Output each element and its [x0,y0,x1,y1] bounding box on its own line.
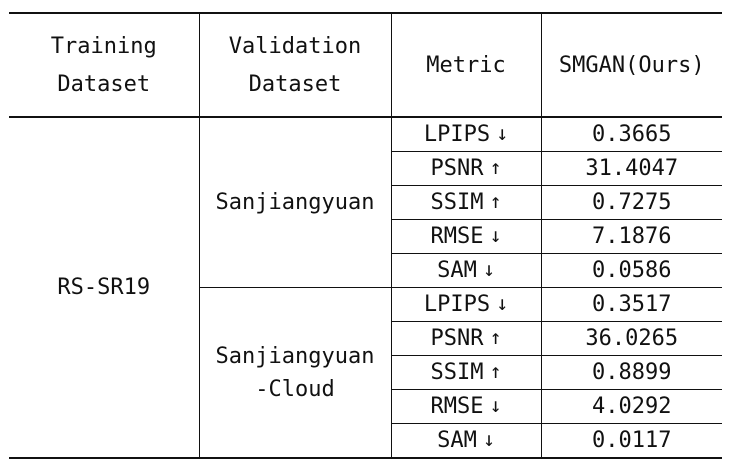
results-table: Training Dataset Validation Dataset Metr… [9,12,722,459]
arrow-up-icon: ↑ [489,359,502,383]
metric-cell: PSNR ↑ [391,151,542,186]
table-row: RMSE ↓ 7.1876 [9,219,722,254]
value-cell: 0.3517 [540,287,722,322]
value-cell: 7.1876 [540,219,722,254]
table-row: SAM ↓ 0.0586 [9,253,722,288]
value-cell: 0.3665 [540,116,722,152]
arrow-up-icon: ↑ [489,155,502,179]
validation-dataset-line1: Sanjiangyuan [215,343,375,369]
arrow-down-icon: ↓ [482,427,495,451]
value-cell: 0.7275 [540,185,722,220]
metric-name: LPIPS [423,292,491,317]
table-row: SSIM ↑ 0.8899 [9,355,722,390]
metric-name: SAM [437,258,477,283]
metric-cell: SAM ↓ [391,423,542,458]
table-row: PSNR ↑ 31.4047 [9,151,722,186]
validation-dataset-cell: Sanjiangyuan -Cloud [199,287,392,459]
validation-dataset-cell: Sanjiangyuan [198,116,392,288]
table-row: RMSE ↓ 4.0292 [9,389,722,424]
arrow-down-icon: ↓ [489,393,502,417]
metric-name: SSIM [430,190,484,215]
metric-cell: LPIPS ↓ [390,287,542,322]
value-cell: 31.4047 [540,151,722,186]
metric-cell: SSIM ↑ [391,185,542,220]
metric-cell: RMSE ↓ [391,219,542,254]
value-cell: 0.0117 [540,423,722,458]
training-dataset-cell: RS-SR19 [9,116,200,459]
header-validation-dataset: Validation Dataset [198,13,392,118]
header-method: SMGAN(Ours) [540,13,722,118]
table-row: Sanjiangyuan -Cloud LPIPS ↓ 0.3517 [9,287,722,459]
arrow-down-icon: ↓ [489,223,502,247]
metric-cell: PSNR ↑ [391,321,542,356]
metric-cell: LPIPS ↓ [390,116,542,152]
header-training-dataset: Training Dataset [9,13,200,118]
metric-cell: SSIM ↑ [391,355,542,390]
metric-cell: RMSE ↓ [391,389,542,424]
table-row: SAM ↓ 0.0117 [9,423,722,458]
metric-name: RMSE [430,224,484,249]
header-training-line1: Training [50,34,157,59]
validation-dataset-line2: -Cloud [255,376,335,402]
metric-name: LPIPS [423,122,491,147]
header-row: Training Dataset Validation Dataset Metr… [9,13,722,118]
header-validation-line2: Dataset [248,72,342,97]
metric-name: RMSE [430,394,484,419]
metric-name: SSIM [430,360,484,385]
header-validation-line1: Validation [228,34,362,59]
metric-name: PSNR [430,326,484,351]
metric-name: SAM [437,428,477,453]
value-cell: 0.8899 [540,355,722,390]
metric-cell: SAM ↓ [391,253,542,288]
arrow-up-icon: ↑ [489,189,502,213]
header-training-line2: Dataset [57,72,151,97]
table-row: PSNR ↑ 36.0265 [9,321,722,356]
arrow-up-icon: ↑ [489,325,502,349]
value-cell: 0.0586 [540,253,722,288]
table-row: SSIM ↑ 0.7275 [9,185,722,220]
arrow-down-icon: ↓ [482,257,495,281]
table-row: RS-SR19 Sanjiangyuan LPIPS ↓ 0.3665 [9,116,722,459]
value-cell: 36.0265 [540,321,722,356]
value-cell: 4.0292 [540,389,722,424]
metric-name: PSNR [430,156,484,181]
arrow-down-icon: ↓ [496,291,509,315]
arrow-down-icon: ↓ [496,121,509,145]
validation-dataset-line1: Sanjiangyuan [215,190,375,215]
header-metric: Metric [390,13,542,118]
